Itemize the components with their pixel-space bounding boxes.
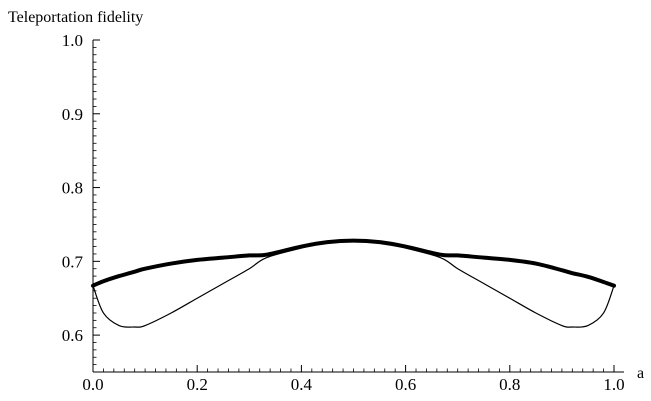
y-tick-label: 0.9 xyxy=(62,105,83,124)
x-tick-label: 0.6 xyxy=(395,375,416,394)
y-axis-label: Teleportation fidelity xyxy=(8,9,143,26)
y-tick-label: 1.0 xyxy=(62,31,83,50)
x-tick-label: 0.0 xyxy=(82,375,103,394)
series-group xyxy=(91,238,616,328)
axes xyxy=(92,40,624,373)
series-line-thin xyxy=(92,240,615,328)
x-tick-label: 0.8 xyxy=(499,375,520,394)
x-tick-label: 0.4 xyxy=(291,375,313,394)
x-tick-label: 0.2 xyxy=(187,375,208,394)
ticks xyxy=(92,39,615,372)
series-line-thick xyxy=(91,238,616,288)
y-tick-label: 0.7 xyxy=(62,252,84,271)
tick-labels: 0.0 0.2 0.4 0.6 0.8 1.0 0.6 0.7 0.8 0.9 1.0 xyxy=(62,31,625,394)
x-axis-label: a xyxy=(637,365,644,382)
y-tick-label: 0.8 xyxy=(62,179,83,198)
x-tick-label: 1.0 xyxy=(603,375,624,394)
y-tick-label: 0.6 xyxy=(62,326,83,345)
